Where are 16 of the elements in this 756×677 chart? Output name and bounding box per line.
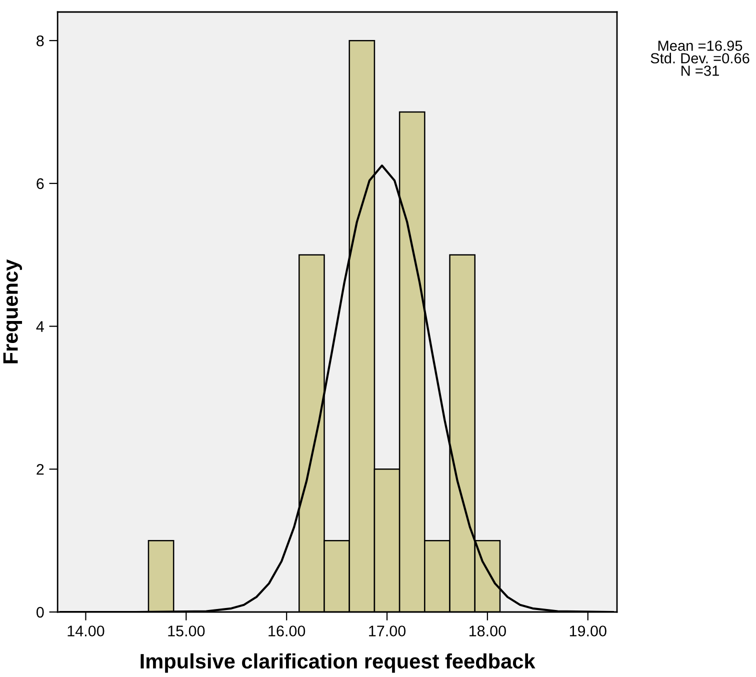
text: N =31 xyxy=(682,66,719,76)
x-tick-label: 16.00 xyxy=(268,626,306,636)
y-axis-title: Frequency xyxy=(3,259,22,364)
text: Mean =16.95 xyxy=(658,40,742,51)
y-tick-label: 8 xyxy=(36,35,44,46)
y-tick-label: 0 xyxy=(36,606,44,618)
x-tick-label: 19.00 xyxy=(570,626,606,636)
x-tick-label: 14.00 xyxy=(68,626,104,636)
y-tick-label: 6 xyxy=(36,178,44,190)
text: Std. Dev. =0.66 xyxy=(650,52,750,64)
y-tick-label: 2 xyxy=(36,464,44,475)
x-tick-label: 17.00 xyxy=(369,626,406,636)
x-tick-label: 18.00 xyxy=(469,626,506,636)
x-tick-label: 15.00 xyxy=(168,626,205,636)
y-tick-label: 4 xyxy=(36,321,44,332)
x-axis-title: Impulsive clarification request feedback xyxy=(140,653,536,673)
